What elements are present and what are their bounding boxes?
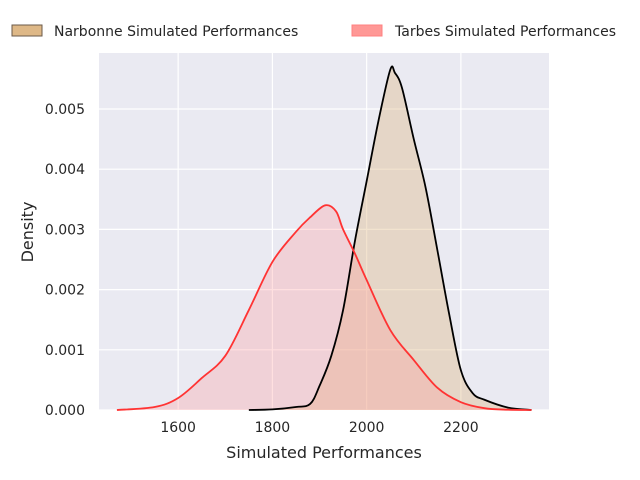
x-tick-label: 1800	[255, 420, 291, 436]
legend-label-tarbes: Tarbes Simulated Performances	[394, 24, 616, 40]
y-tick-label: 0.001	[45, 343, 85, 359]
y-tick-label: 0.003	[45, 222, 85, 238]
x-tick-label: 1600	[160, 420, 196, 436]
y-axis-label: Density	[18, 202, 37, 263]
y-tick-label: 0.002	[45, 283, 85, 299]
legend-swatch-narbonne	[11, 24, 43, 37]
x-axis-label: Simulated Performances	[226, 443, 422, 462]
density-line-narbonne	[248, 65, 532, 411]
legend-label-narbonne: Narbonne Simulated Performances	[54, 24, 298, 40]
grid-lines	[99, 53, 549, 411]
y-tick-label: 0.000	[45, 403, 85, 419]
x-tick-label: 2000	[349, 420, 385, 436]
density-line-tarbes	[116, 204, 532, 411]
y-tick-label: 0.004	[45, 162, 85, 178]
y-tick-label: 0.005	[45, 102, 85, 118]
plot-background	[99, 53, 549, 410]
density-fill-tarbes	[116, 205, 532, 410]
density-fill-narbonne	[248, 66, 532, 410]
x-tick-label: 2200	[443, 420, 479, 436]
legend-swatch-tarbes	[351, 24, 383, 37]
density-areas	[116, 65, 532, 411]
legend: Narbonne Simulated Performances Tarbes S…	[11, 24, 616, 40]
tick-labels: 1600 1800 2000 2200 0.000 0.001 0.002 0.003 0.00…	[45, 102, 479, 436]
